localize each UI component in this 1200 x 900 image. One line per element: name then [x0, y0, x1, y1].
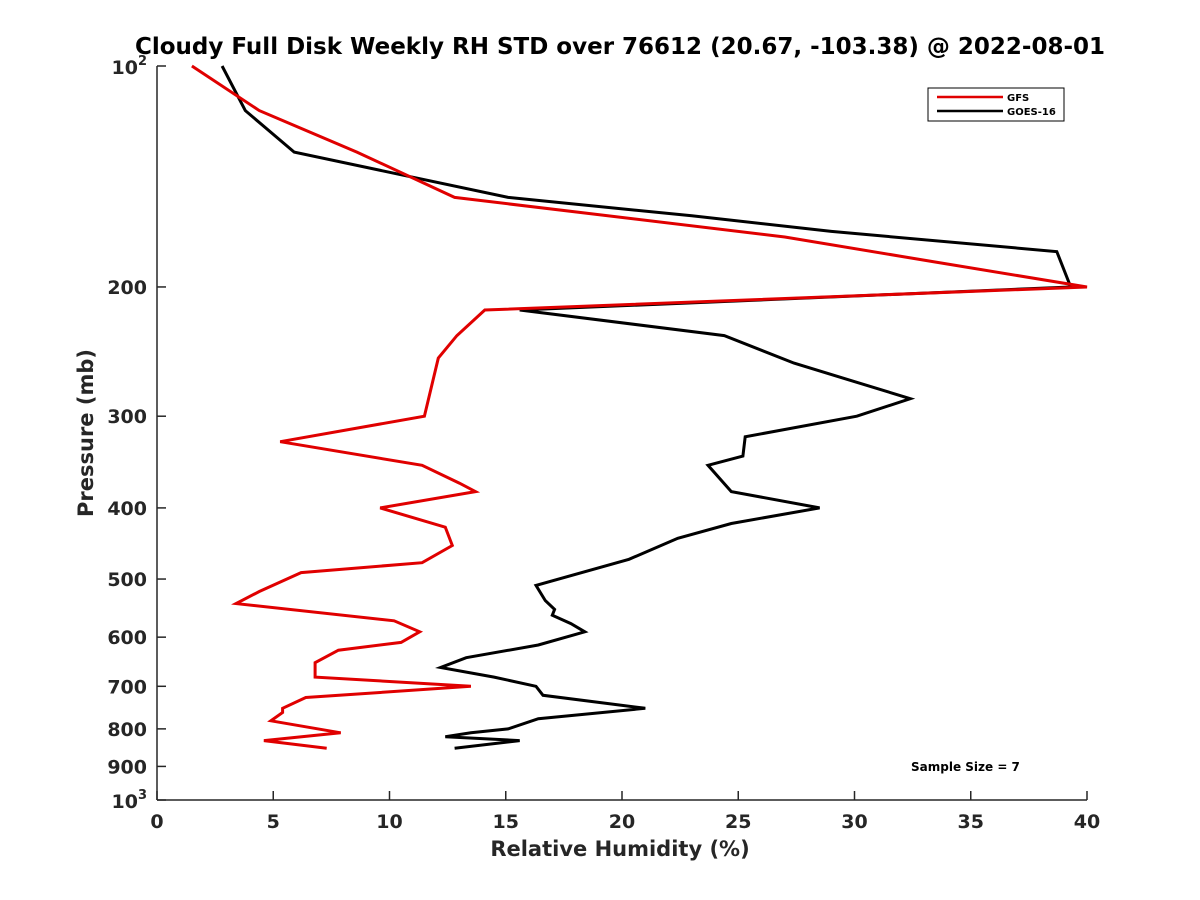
- y-tick-label: 900: [107, 756, 147, 778]
- x-tick-label: 25: [725, 811, 751, 833]
- chart-title: Cloudy Full Disk Weekly RH STD over 7661…: [135, 34, 1105, 60]
- y-ticks: 200 300 400 500 600 700 800 900: [107, 65, 166, 801]
- legend-label-goes16: GOES-16: [1007, 107, 1056, 118]
- series-line-goes16: [220, 65, 1073, 750]
- y-tick-label: 300: [107, 406, 147, 428]
- legend: GFS GOES-16: [927, 87, 1065, 122]
- x-tick-label: 5: [267, 811, 280, 833]
- x-tick-label: 35: [958, 811, 984, 833]
- legend-box: [927, 87, 1065, 122]
- x-ticks: 0 5 10 15 20 25 30 35 40: [150, 791, 1100, 833]
- y-tick-label: 600: [107, 627, 147, 649]
- x-tick-label: 40: [1074, 811, 1100, 833]
- plot-lines: [191, 64, 1088, 750]
- x-tick-label: 0: [150, 811, 163, 833]
- y-tick-label: 400: [107, 498, 147, 520]
- y-axis-label: Pressure (mb): [74, 349, 98, 517]
- y-tick-label: 800: [107, 719, 147, 741]
- x-tick-label: 20: [609, 811, 635, 833]
- x-tick-label: 15: [493, 811, 519, 833]
- x-tick-label: 10: [376, 811, 402, 833]
- y-tick-label: 200: [107, 277, 147, 299]
- x-tick-label: 30: [841, 811, 867, 833]
- y-tick-label: 700: [107, 676, 147, 698]
- x-axis-label: Relative Humidity (%): [490, 837, 749, 861]
- y-tick-label-bottom: 103: [112, 788, 148, 813]
- y-tick-label-top: 102: [112, 54, 148, 79]
- legend-label-gfs: GFS: [1007, 93, 1029, 104]
- series-line-gfs: [191, 64, 1088, 750]
- y-tick-label: 500: [107, 569, 147, 591]
- sample-size-annotation: Sample Size = 7: [911, 760, 1020, 774]
